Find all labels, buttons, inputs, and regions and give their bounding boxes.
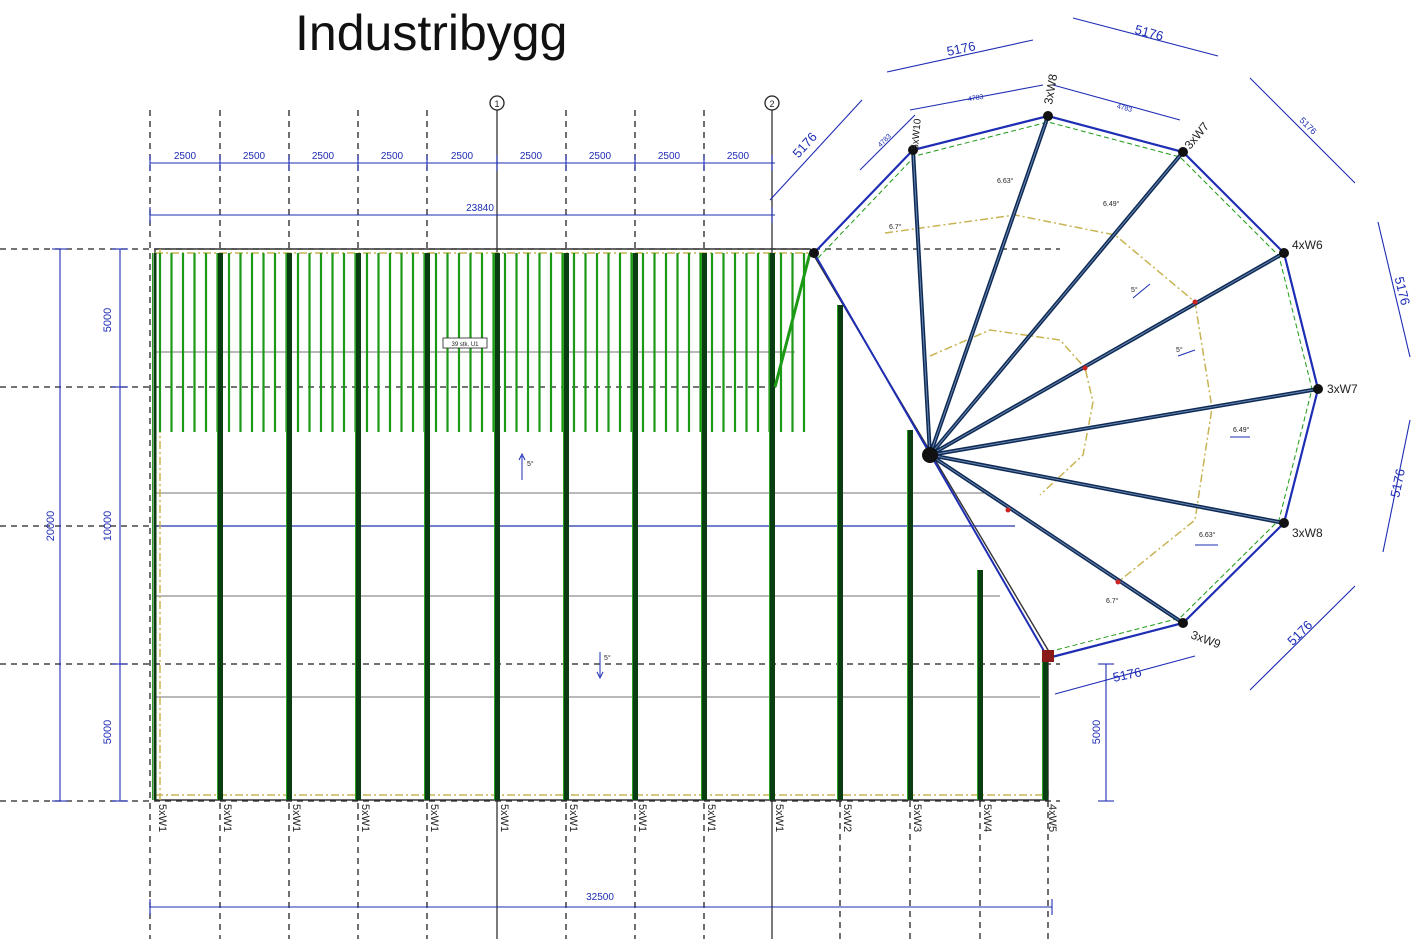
- column-label: 5xW1: [567, 804, 579, 832]
- svg-text:4xW6: 4xW6: [1292, 238, 1323, 252]
- round-labels: 4xW6 3xW7 3xW8 3xW9 3xW8 3xW7 5xW10: [910, 73, 1358, 652]
- radial-nodes: [809, 111, 1323, 662]
- svg-text:6.63°: 6.63°: [997, 177, 1014, 185]
- svg-text:4783: 4783: [1116, 103, 1133, 114]
- svg-text:5176: 5176: [1298, 115, 1319, 136]
- svg-text:5°: 5°: [604, 654, 611, 662]
- page-title: Industribygg: [295, 5, 568, 61]
- column-label: 5xW2: [841, 804, 853, 832]
- column-label-group: 5xW1 5xW1 5xW1 5xW1 5xW1 5xW1 5xW1 5xW1 5xW1 5xW1…: [156, 804, 1058, 832]
- svg-text:5176: 5176: [789, 129, 819, 161]
- column-label: 5xW3: [911, 804, 923, 832]
- column-label: 5xW1: [428, 804, 440, 832]
- svg-text:3xW8: 3xW8: [1041, 73, 1060, 106]
- svg-text:5°: 5°: [1176, 346, 1183, 354]
- svg-text:3xW7: 3xW7: [1327, 382, 1358, 396]
- sloped-edge: [773, 252, 812, 388]
- svg-text:5176: 5176: [945, 38, 976, 59]
- radial-beam-highlights: [912, 115, 1319, 624]
- svg-text:5176: 5176: [1392, 275, 1414, 307]
- svg-text:5xW10: 5xW10: [910, 118, 924, 150]
- svg-text:5176: 5176: [1133, 22, 1165, 44]
- tag-box: 39 stk. U1: [442, 337, 488, 349]
- left-dimension-lines: [52, 248, 128, 802]
- svg-text:5176: 5176: [1387, 467, 1408, 498]
- svg-text:6.49°: 6.49°: [1103, 200, 1120, 208]
- column-label: 5xW1: [359, 804, 371, 832]
- svg-text:2500: 2500: [312, 151, 335, 162]
- column-label: 5xW1: [156, 804, 168, 832]
- slope-arrows: [518, 283, 1250, 680]
- column-label: 5xW4: [981, 804, 993, 832]
- column-label: 4xW5: [1046, 804, 1058, 832]
- svg-text:5176: 5176: [1284, 617, 1315, 648]
- svg-text:6.7°: 6.7°: [1106, 597, 1119, 605]
- grid-marker-1: 1: [489, 95, 505, 111]
- polygon-dimension-lines: [769, 17, 1411, 695]
- svg-text:20000: 20000: [45, 511, 57, 542]
- svg-text:39 stk. U1: 39 stk. U1: [451, 342, 479, 348]
- right-dimension-text: 5000: [1091, 720, 1103, 744]
- polygon-outline: [813, 114, 1320, 660]
- grid-marker-2: 2: [764, 95, 780, 111]
- ring-lines: [884, 214, 1213, 583]
- bottom-dimension-lines: [149, 663, 1114, 915]
- svg-text:2500: 2500: [174, 151, 197, 162]
- left-dimension-text: 5000 10000 5000 20000: [45, 308, 114, 744]
- bottom-dimension-text: 32500: [586, 892, 614, 903]
- radial-beams: [911, 115, 1319, 625]
- svg-text:6.63°: 6.63°: [1199, 531, 1216, 539]
- svg-text:2500: 2500: [658, 151, 681, 162]
- column-label: 5xW1: [221, 804, 233, 832]
- ring-red-marks: [1005, 299, 1198, 585]
- svg-text:3xW9: 3xW9: [1189, 628, 1223, 652]
- svg-text:2500: 2500: [520, 151, 543, 162]
- svg-text:5000: 5000: [102, 308, 114, 332]
- svg-text:2: 2: [769, 99, 774, 109]
- svg-text:2500: 2500: [451, 151, 474, 162]
- polygon-dimension-text: 5176 5176 5176 5176 5176 5176 5176 5176: [789, 22, 1413, 685]
- svg-text:6.49°: 6.49°: [1233, 426, 1250, 434]
- svg-text:10000: 10000: [102, 511, 114, 542]
- svg-text:23840: 23840: [466, 203, 494, 214]
- column-label: 5xW1: [498, 804, 510, 832]
- svg-text:5°: 5°: [1131, 286, 1138, 294]
- slope-labels: 6.63° 6.49° 5° 5° 6.49° 6.63° 6.7° 6.7° …: [527, 177, 1250, 662]
- svg-text:2500: 2500: [589, 151, 612, 162]
- main-beam-group: [152, 253, 1048, 800]
- svg-text:2500: 2500: [243, 151, 266, 162]
- svg-text:3xW8: 3xW8: [1292, 526, 1323, 540]
- column-label: 5xW1: [773, 804, 785, 832]
- svg-text:6.7°: 6.7°: [889, 223, 902, 231]
- column-label: 5xW1: [636, 804, 648, 832]
- svg-text:2500: 2500: [727, 151, 750, 162]
- column-label: 5xW1: [290, 804, 302, 832]
- svg-text:5176: 5176: [1111, 664, 1142, 685]
- vertical-grid-lines: [149, 110, 1049, 939]
- svg-text:2500: 2500: [381, 151, 404, 162]
- column-label: 5xW1: [705, 804, 717, 832]
- svg-text:5°: 5°: [527, 460, 534, 468]
- svg-text:4783: 4783: [877, 133, 893, 149]
- top-dimension-text: 2500 2500 2500 2500 2500 2500 2500 2500 …: [174, 151, 750, 214]
- svg-text:3xW7: 3xW7: [1182, 119, 1213, 152]
- svg-text:4783: 4783: [967, 94, 984, 104]
- svg-text:1: 1: [494, 99, 499, 109]
- svg-text:5000: 5000: [102, 720, 114, 744]
- top-dimension-lines: [149, 155, 775, 223]
